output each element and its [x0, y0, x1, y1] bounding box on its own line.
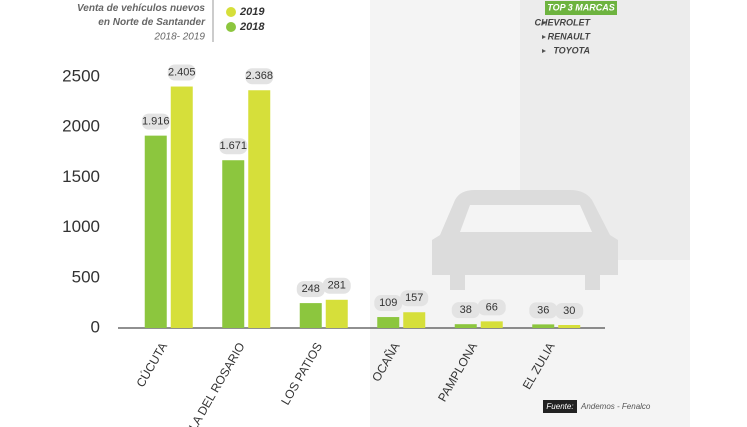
bar [222, 160, 245, 328]
chart-subtitle: 2018- 2019 [153, 32, 205, 43]
bar [299, 303, 322, 328]
top-brand: RENAULT [548, 31, 592, 41]
value-label-bg [477, 299, 506, 316]
value-label: 248 [302, 283, 320, 295]
legend-swatch [226, 7, 236, 17]
bar [532, 324, 555, 328]
value-label-bg [451, 302, 480, 319]
chart-title: Venta de vehículos nuevos en Norte de San… [77, 3, 206, 28]
bar [480, 321, 503, 328]
value-label: 157 [405, 292, 423, 304]
value-label-bg [529, 302, 558, 319]
background-car [370, 0, 690, 427]
value-label-bg [400, 290, 429, 307]
bar [403, 312, 426, 328]
value-label: 38 [460, 304, 472, 316]
top-brands: TOP 3 MARCAS CHEVROLET RENAULT TOYOTA [534, 1, 617, 55]
value-label-bg [219, 138, 248, 155]
value-label-bg [322, 277, 351, 294]
value-label-bg [141, 113, 170, 130]
value-label: 1.916 [142, 116, 170, 128]
legend-swatch [226, 22, 236, 32]
bar [170, 86, 193, 329]
bar [558, 324, 581, 328]
value-label: 2.368 [245, 70, 273, 82]
legend: 2019 2018 [226, 6, 265, 33]
y-tick-label: 2500 [62, 66, 100, 85]
value-label: 281 [328, 280, 346, 292]
value-label-bg [296, 281, 325, 298]
x-tick-label: CÚCUTA [133, 340, 171, 390]
x-tick-label: LOS PATIOS [278, 340, 325, 407]
value-label-bg [245, 68, 274, 85]
top-brand: TOYOTA [553, 45, 590, 55]
value-label: 36 [537, 304, 549, 316]
source-label: Fuente: [546, 402, 573, 411]
y-tick-label: 0 [91, 317, 100, 336]
value-label: 66 [486, 301, 498, 313]
bar [454, 324, 477, 328]
value-label: 109 [379, 297, 397, 309]
source-text: Andemos - Fenalco [580, 402, 651, 411]
value-label: 2.405 [168, 66, 196, 78]
value-label-bg [374, 295, 403, 312]
legend-label: 2018 [239, 21, 265, 33]
top-brand: CHEVROLET [534, 17, 591, 27]
bar [325, 299, 348, 328]
bar [144, 135, 167, 328]
source: Fuente: Andemos - Fenalco [543, 400, 651, 413]
x-tick-label: VILLA DEL ROSARIO [177, 340, 248, 427]
bar [248, 90, 271, 328]
y-tick-label: 1500 [62, 167, 100, 186]
value-label-bg [167, 64, 196, 81]
value-label: 1.671 [219, 140, 247, 152]
y-tick-label: 1000 [62, 217, 100, 236]
top-brands-title: TOP 3 MARCAS [547, 2, 615, 12]
legend-label: 2019 [239, 6, 265, 18]
y-tick-label: 2000 [62, 117, 100, 136]
value-label: 30 [563, 305, 575, 317]
bar [377, 317, 400, 328]
y-tick-label: 500 [72, 267, 100, 286]
value-label-bg [555, 302, 584, 319]
